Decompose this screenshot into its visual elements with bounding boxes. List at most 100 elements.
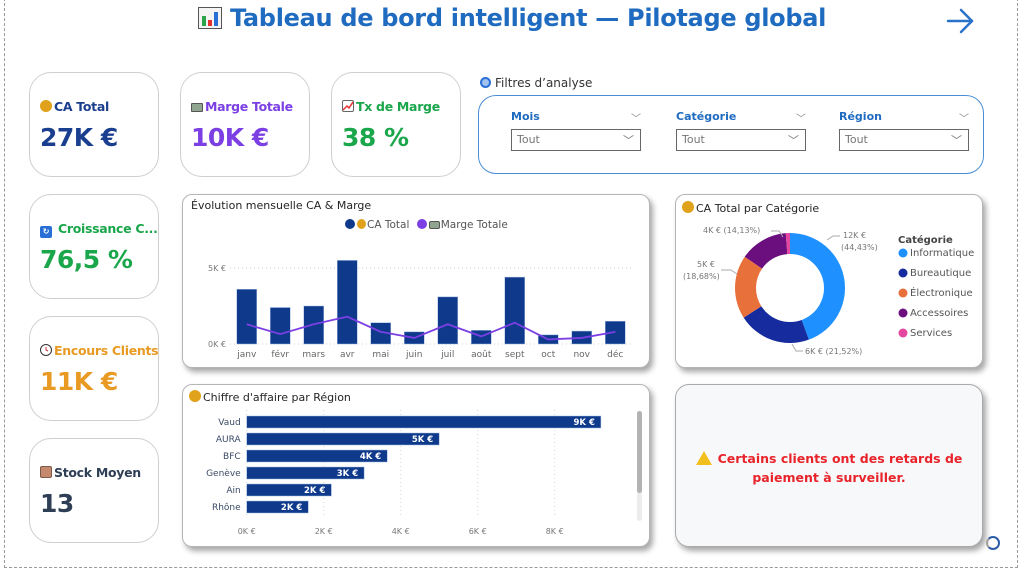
slicer-mois: Mois ﹀ Tout ﹀ [511, 110, 641, 151]
donut-slice-électronique [735, 256, 763, 318]
slicer-dropdown-categorie[interactable]: Tout ﹀ [676, 129, 806, 151]
x-tick-label: févr [271, 349, 289, 360]
x-tick-label: juin [405, 350, 422, 360]
chevron-down-icon[interactable]: ﹀ [631, 114, 641, 125]
alert-message-line2: paiement à surveiller. [752, 470, 906, 485]
donut-slice-services [785, 233, 790, 255]
donut-slice-informatique [790, 233, 845, 340]
package-icon [40, 466, 52, 478]
kpi-value: 27K € [40, 123, 118, 152]
bar-region-Vaud [246, 415, 602, 429]
region-bar-chart: 0K € 2K € 4K € 6K € 8K € Vaud 9K € AURA 5K € BFC 4… [206, 410, 602, 536]
monthly-chart: 0K € 5K € janv févr mars avr mai juin juil août se… [208, 260, 632, 360]
slicer-dropdown-region[interactable]: Tout ﹀ [839, 129, 969, 151]
warning-icon [695, 451, 712, 465]
legend-title: Catégorie [898, 234, 953, 246]
y-tick-label: AURA [216, 435, 242, 445]
leader-line [791, 343, 803, 352]
data-label-percent: (44,43%) [841, 243, 878, 252]
legend-marker [345, 219, 355, 229]
payment-alert-card: Certains clients ont des retards de paie… [675, 384, 983, 547]
bar-ca-juil [437, 296, 458, 345]
legend-marker-informatique [898, 248, 908, 258]
data-label-percent: (18,68%) [683, 272, 720, 281]
data-label: 3K € [337, 469, 358, 479]
data-label: 2K € [304, 486, 325, 496]
chevron-down-icon[interactable]: ﹀ [796, 114, 806, 125]
legend-marker [416, 219, 427, 229]
kpi-card-tx-marge: Tx de Marge 38 % [331, 72, 461, 177]
magnifier-icon [480, 77, 491, 88]
scrollbar-track[interactable] [637, 411, 642, 521]
line-marge-totale [246, 315, 616, 341]
kpi-value: 76,5 % [40, 245, 133, 274]
x-tick-label: 0K € [238, 527, 256, 536]
kpi-label: Stock Moyen [54, 465, 141, 480]
data-label: 2K € [281, 503, 302, 513]
y-tick-label: BFC [223, 452, 241, 462]
y-tick-label: 0K € [208, 340, 226, 349]
bar-region-AURA [246, 432, 440, 446]
kpi-value: 11K € [40, 367, 118, 396]
bar-ca-sept [504, 276, 525, 345]
chevron-down-icon: ﹀ [951, 134, 962, 147]
leader-line [826, 235, 840, 241]
y-tick-label: Genève [206, 468, 241, 479]
data-label-value: 4K € (14,13%) [703, 226, 760, 235]
money-bag-icon [40, 100, 52, 112]
arrow-right-icon [946, 8, 974, 34]
slicer-title: Région [839, 110, 882, 123]
kpi-value: 38 % [342, 123, 409, 152]
legend-marker-services [898, 328, 908, 338]
banknote-icon [191, 103, 203, 112]
bar-region-Rhône [246, 500, 309, 514]
x-tick-label: 6K € [469, 527, 487, 536]
data-label-value: 6K € (21,52%) [805, 347, 862, 356]
region-chart-panel: Chiffre d'affaire par Région [182, 384, 650, 547]
legend-marker-électronique [898, 288, 908, 298]
navigate-next-button[interactable] [944, 6, 978, 36]
data-label-value: 5K € [697, 260, 715, 269]
x-tick-label: août [471, 350, 492, 360]
chart-title: Chiffre d'affaire par Région [203, 391, 351, 404]
chevron-down-icon: ﹀ [788, 134, 799, 147]
slicer-title: Mois [511, 110, 540, 123]
banknote-icon [428, 221, 440, 229]
x-tick-label: déc [607, 349, 623, 360]
x-tick-label: 2K € [315, 527, 333, 536]
chevron-down-icon: ﹀ [623, 134, 634, 147]
money-bag-icon [189, 390, 201, 402]
bar-ca-févr [270, 307, 291, 345]
x-tick-label: oct [541, 350, 555, 360]
chevron-down-icon[interactable]: ﹀ [959, 114, 969, 125]
data-label: 9K € [574, 418, 595, 428]
data-label: 4K € [360, 452, 381, 462]
x-tick-label: juil [440, 350, 454, 360]
donut-slice-bureautique [743, 306, 809, 343]
x-tick-label: sept [505, 350, 525, 360]
kpi-card-ca-total: CA Total 27K € [29, 72, 159, 177]
category-chart-panel: CA Total par Catégorie [675, 194, 983, 368]
chart-increasing-icon [342, 100, 354, 112]
money-bag-icon [357, 219, 366, 229]
x-tick-label: 4K € [392, 527, 410, 536]
bar-region-Genève [246, 466, 365, 480]
money-bag-icon [682, 201, 694, 213]
legend-label: Services [910, 328, 952, 339]
y-tick-label: Vaud [218, 418, 240, 428]
chart-legend: CA Total Marge Totale [345, 219, 508, 231]
slicer-dropdown-mois[interactable]: Tout ﹀ [511, 129, 641, 151]
category-donut-chart: 12K € (44,43%) 6K € (21,52%) 5K € (18,68%) 4K… [683, 226, 974, 356]
scrollbar-thumb[interactable] [637, 411, 642, 493]
x-tick-label: mars [302, 350, 325, 360]
legend-marker-accessoires [898, 308, 908, 318]
report-canvas-frame [4, 0, 1018, 568]
bar-region-Ain [246, 483, 332, 497]
clock-icon [40, 344, 52, 356]
kpi-label: Encours Clients [54, 343, 159, 358]
legend-label: CA Total [367, 219, 410, 231]
leader-line [721, 269, 738, 275]
chart-title: CA Total par Catégorie [696, 202, 820, 215]
bar-ca-avr [337, 260, 358, 345]
bar-ca-janv [236, 289, 257, 345]
